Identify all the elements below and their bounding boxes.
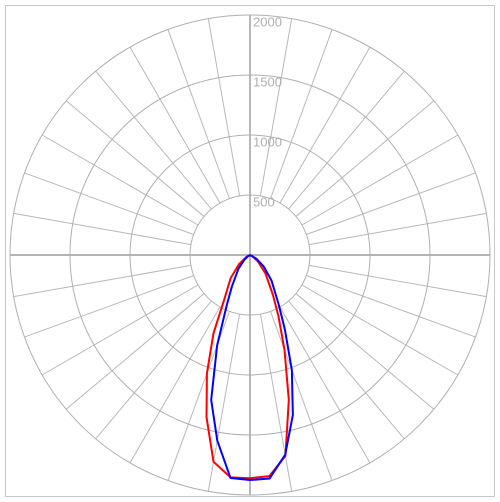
- spoke: [24, 275, 194, 338]
- spoke: [295, 100, 435, 217]
- spoke: [301, 134, 459, 226]
- spoke: [65, 293, 205, 410]
- spoke: [65, 100, 205, 217]
- spoke: [306, 275, 476, 338]
- spoke: [129, 306, 221, 464]
- intensity-curve: [205, 254, 290, 480]
- spoke: [259, 18, 293, 196]
- r-tick-label: 1000: [253, 135, 282, 150]
- grid-circle: [129, 134, 371, 376]
- intensity-curve: [210, 254, 294, 481]
- spoke: [13, 264, 191, 298]
- spoke: [309, 264, 487, 298]
- spoke: [309, 212, 487, 246]
- spoke: [279, 46, 371, 204]
- spoke: [41, 284, 199, 376]
- spoke: [129, 46, 221, 204]
- spoke: [24, 172, 194, 235]
- spoke: [95, 300, 212, 440]
- spoke: [167, 29, 230, 199]
- spoke: [13, 212, 191, 246]
- spoke: [95, 70, 212, 210]
- grid-circle: [9, 14, 491, 496]
- spoke: [279, 306, 371, 464]
- spoke: [301, 284, 459, 376]
- spoke: [270, 311, 333, 481]
- r-tick-label: 2000: [253, 15, 282, 30]
- spoke: [295, 293, 435, 410]
- spoke: [259, 314, 293, 492]
- spoke: [288, 300, 405, 440]
- spoke: [306, 172, 476, 235]
- r-tick-label: 1500: [253, 75, 282, 90]
- spoke: [41, 134, 199, 226]
- spoke: [207, 18, 241, 196]
- grid-circle: [69, 74, 431, 436]
- spoke: [270, 29, 333, 199]
- spoke: [288, 70, 405, 210]
- r-tick-label: 500: [253, 195, 275, 210]
- grid-circle: [189, 194, 311, 316]
